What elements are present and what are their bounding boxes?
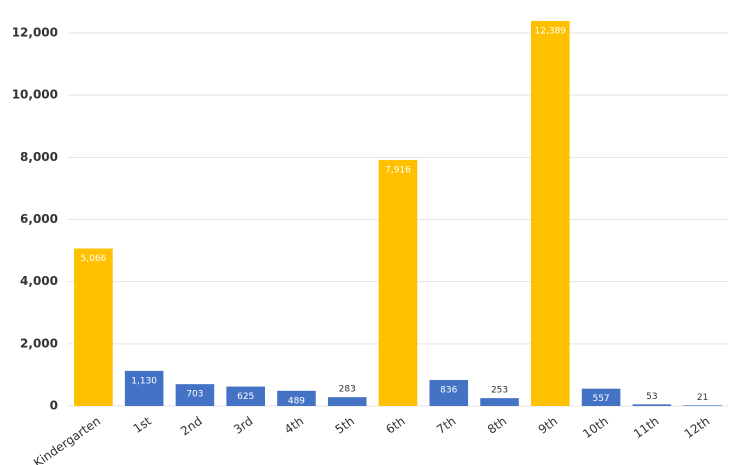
bar <box>429 380 469 406</box>
x-tick-label: 3rd <box>231 414 255 437</box>
x-tick-label: 6th <box>383 414 407 437</box>
bar <box>74 248 113 406</box>
bar <box>480 398 519 406</box>
x-tick-label: 5th <box>333 414 357 437</box>
value-label: 53 <box>646 392 657 402</box>
value-label: 21 <box>697 393 708 403</box>
bar <box>378 159 418 406</box>
bar <box>581 388 621 406</box>
x-tick-label: 2nd <box>178 414 205 439</box>
y-tick-label: 6,000 <box>20 212 58 226</box>
x-tick-label: 12th <box>682 414 713 441</box>
value-label: 489 <box>288 396 305 406</box>
x-tick-label: Kindergarten <box>31 414 103 465</box>
y-tick-label: 8,000 <box>20 150 58 164</box>
bar <box>277 390 316 406</box>
x-tick-label: 7th <box>434 414 458 437</box>
value-label: 836 <box>440 386 457 396</box>
value-label: 5,066 <box>81 254 107 264</box>
x-tick-label: 9th <box>536 414 560 437</box>
value-label: 625 <box>237 392 254 402</box>
value-label: 7,916 <box>385 165 411 175</box>
value-label: 703 <box>186 390 203 400</box>
y-tick-label: 12,000 <box>12 26 58 40</box>
x-tick-label: 1st <box>131 414 155 436</box>
y-tick-label: 0 <box>50 399 58 413</box>
y-tick-label: 2,000 <box>20 336 58 350</box>
bar <box>632 404 672 406</box>
bar <box>531 20 570 407</box>
bar <box>327 397 367 406</box>
value-label: 557 <box>592 394 609 404</box>
x-tick-label: 4th <box>282 414 306 437</box>
y-tick-label: 10,000 <box>12 88 58 102</box>
bar <box>124 370 164 406</box>
bar <box>226 386 265 406</box>
bar <box>175 384 215 406</box>
x-tick-label: 8th <box>485 414 509 437</box>
x-tick-label: 10th <box>580 414 611 441</box>
value-label: 283 <box>339 385 356 395</box>
value-label: 1,130 <box>131 376 157 386</box>
value-label: 12,389 <box>535 26 567 36</box>
bar <box>683 405 722 406</box>
x-tick-label: 11th <box>631 414 662 441</box>
y-tick-label: 4,000 <box>20 274 58 288</box>
value-label: 253 <box>491 386 508 396</box>
